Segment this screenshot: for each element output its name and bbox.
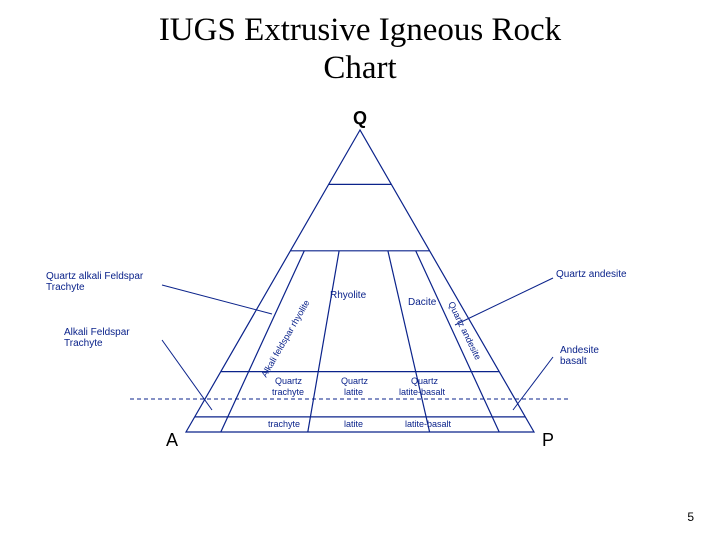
ternary-diagram: Q A P Alkali feldspar rhyolite Quartz andesi… <box>0 110 720 480</box>
svg-text:latite: latite <box>344 419 363 429</box>
svg-text:A: A <box>166 430 178 450</box>
label-andesite-basalt: Andesitebasalt <box>560 346 599 367</box>
label-alkali-feldspar-trachyte: Alkali FeldsparTrachyte <box>64 328 130 349</box>
svg-text:trachyte: trachyte <box>272 387 304 397</box>
svg-text:Quartz: Quartz <box>275 376 303 386</box>
page-title: IUGS Extrusive Igneous Rock Chart <box>0 12 720 88</box>
svg-text:Rhyolite: Rhyolite <box>330 290 367 301</box>
label-quartz-andesite: Quartz andesite <box>556 270 627 281</box>
svg-text:latite-basalt: latite-basalt <box>399 387 446 397</box>
svg-text:Quartz: Quartz <box>411 376 439 386</box>
svg-text:trachyte: trachyte <box>268 419 300 429</box>
svg-text:Dacite: Dacite <box>408 297 437 308</box>
svg-text:latite-basalt: latite-basalt <box>405 419 452 429</box>
title-line-2: Chart <box>0 50 720 88</box>
page-number: 5 <box>687 510 694 524</box>
svg-text:Alkali feldspar rhyolite: Alkali feldspar rhyolite <box>259 298 311 379</box>
svg-text:P: P <box>542 430 554 450</box>
label-quartz-alkali-feldspar-trachyte: Quartz alkali FeldsparTrachyte <box>46 272 143 293</box>
svg-text:Quartz andesite: Quartz andesite <box>446 300 483 361</box>
title-line-1: IUGS Extrusive Igneous Rock <box>0 12 720 50</box>
svg-text:Quartz: Quartz <box>341 376 369 386</box>
svg-text:latite: latite <box>344 387 363 397</box>
svg-text:Q: Q <box>353 110 367 128</box>
ternary-svg: Q A P Alkali feldspar rhyolite Quartz andesi… <box>0 110 720 480</box>
